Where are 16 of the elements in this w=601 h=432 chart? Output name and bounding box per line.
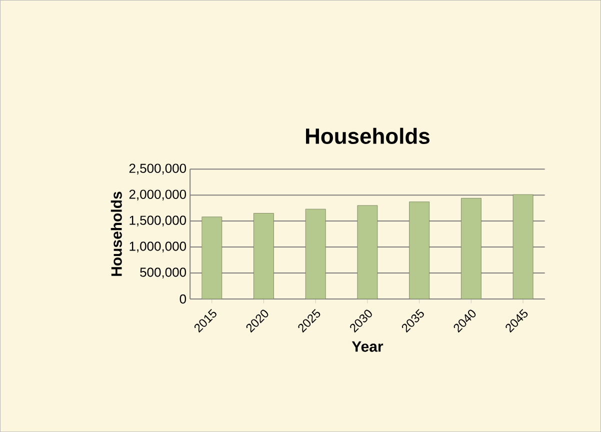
y-tick-label: 1,000,000 bbox=[130, 242, 186, 252]
x-axis-title: Year bbox=[352, 341, 384, 352]
y-tick-label: 1,500,000 bbox=[130, 216, 186, 226]
bar bbox=[357, 205, 378, 299]
bar bbox=[254, 213, 274, 299]
y-tick-label: 2,500,000 bbox=[129, 164, 186, 174]
bar bbox=[460, 198, 482, 299]
bar bbox=[409, 202, 430, 299]
y-tick-label: 500,000 bbox=[140, 268, 186, 278]
y-tick-label: 2,000,000 bbox=[129, 190, 186, 200]
bar bbox=[305, 208, 326, 299]
bar bbox=[512, 194, 534, 299]
y-tick-label: 0 bbox=[180, 294, 186, 304]
bar bbox=[202, 216, 222, 299]
y-axis-title: Households bbox=[110, 192, 122, 276]
chart-title: Households bbox=[306, 128, 430, 144]
